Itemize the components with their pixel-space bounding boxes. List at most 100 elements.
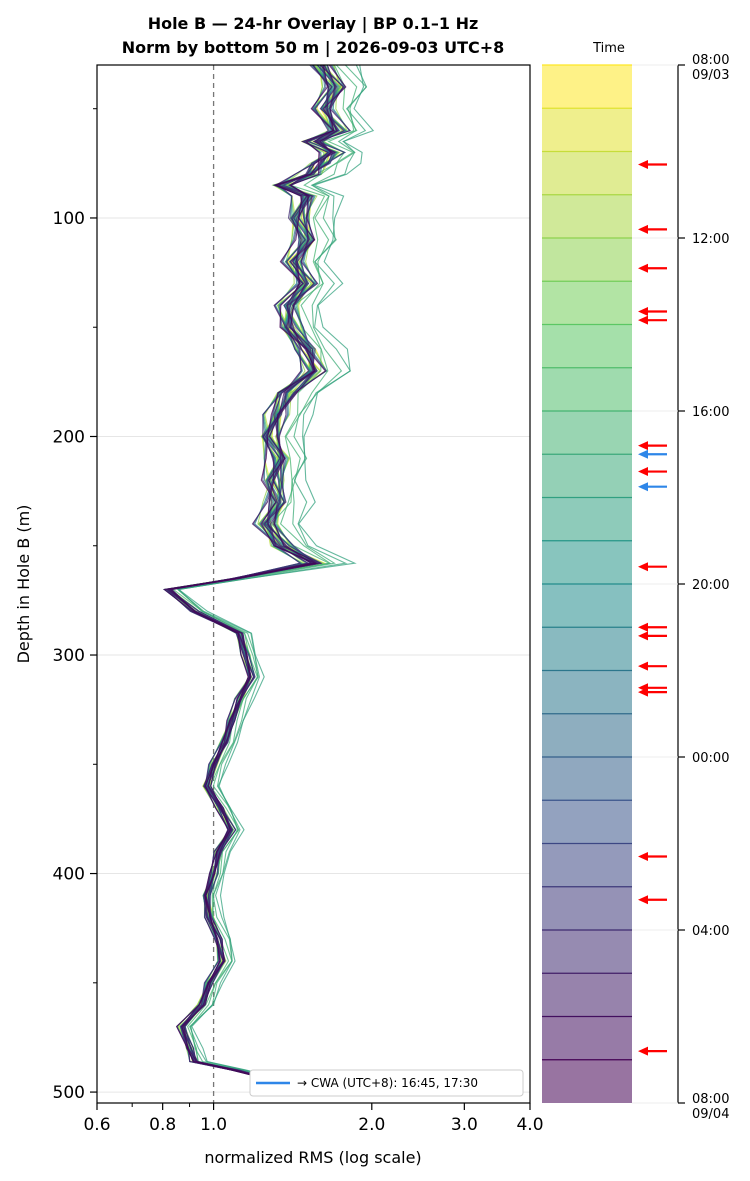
y-axis-label: Depth in Hole B (m)	[14, 505, 33, 664]
chart-title-line2: Norm by bottom 50 m | 2026-09-03 UTC+8	[122, 38, 505, 58]
y-axis-ticks: 100 200 300 400 500	[53, 108, 97, 1103]
red-event-arrow-4	[638, 315, 667, 325]
time-axis-label: Time	[592, 41, 625, 56]
profile-line-46	[169, 64, 347, 1082]
red-event-arrow-7	[638, 562, 667, 572]
blue-event-arrow-0	[638, 449, 667, 459]
red-event-arrow-9	[638, 631, 667, 641]
red-event-arrow-head	[638, 1046, 648, 1056]
profile-lines	[162, 64, 375, 1082]
y-tick-label-300: 300	[53, 646, 85, 666]
time-tick-label-1: 12:00	[692, 232, 729, 247]
blue-event-arrow-head	[638, 449, 648, 459]
time-tick-date-0: 09/03	[692, 68, 729, 83]
colorbar-band-4	[542, 238, 632, 282]
red-event-arrow-head	[638, 631, 648, 641]
colorbar-band-16	[542, 757, 632, 801]
red-event-arrow-10	[638, 661, 667, 671]
time-tick-label-2: 16:00	[692, 405, 729, 420]
colorbar-band-19	[542, 886, 632, 930]
colorbar-band-11	[542, 540, 632, 584]
red-event-arrow-2	[638, 263, 667, 273]
red-event-arrow-head	[638, 224, 648, 234]
plot-area: 0.6 0.8 1.0 2.0 3.0 4.0 100 200 300 400 500	[53, 64, 544, 1135]
colorbar-band-3	[542, 194, 632, 238]
x-tick-label-0.8: 0.8	[149, 1115, 176, 1135]
time-axis-ticks: 08:0009/0312:0016:0020:0000:0004:0008:00…	[632, 53, 729, 1122]
x-tick-label-4.0: 4.0	[516, 1115, 543, 1135]
colorbar-band-8	[542, 411, 632, 455]
x-tick-label-2.0: 2.0	[358, 1115, 385, 1135]
legend-box	[249, 1069, 524, 1097]
colorbar-band-2	[542, 151, 632, 195]
red-event-arrow-13	[638, 851, 667, 861]
colorbar-band-1	[542, 108, 632, 152]
time-tick-label-5: 04:00	[692, 924, 729, 939]
colorbar-bands	[542, 64, 632, 1103]
x-tick-label-3.0: 3.0	[451, 1115, 478, 1135]
colorbar-band-0	[542, 65, 632, 109]
colorbar-band-23	[542, 1059, 632, 1103]
time-tick-label-4: 00:00	[692, 751, 729, 766]
grid-lines	[97, 217, 530, 1093]
red-event-arrow-6	[638, 467, 667, 477]
red-event-arrow-head	[638, 467, 648, 477]
red-event-arrow-head	[638, 159, 648, 169]
colorbar-band-17	[542, 800, 632, 844]
x-axis-label: normalized RMS (log scale)	[204, 1148, 421, 1167]
red-event-arrow-head	[638, 851, 648, 861]
profile-line-18	[177, 64, 367, 1082]
time-colorbar: Time 08:0009/0312:0016:0020:0000:0004:00…	[542, 41, 729, 1122]
red-event-arrow-head	[638, 895, 648, 905]
red-event-arrow-3	[638, 307, 667, 317]
colorbar-band-18	[542, 843, 632, 887]
red-event-arrow-8	[638, 622, 667, 632]
y-tick-label-200: 200	[53, 427, 85, 447]
colorbar-band-10	[542, 497, 632, 541]
red-event-arrow-1	[638, 224, 667, 234]
profile-line-41	[165, 64, 333, 1082]
red-event-arrow-head	[638, 263, 648, 273]
red-event-arrow-12	[638, 687, 667, 697]
x-tick-label-1.0: 1.0	[200, 1115, 227, 1135]
y-tick-label-100: 100	[53, 209, 85, 229]
red-event-arrow-head	[638, 687, 648, 697]
event-markers	[638, 159, 667, 1056]
time-tick-label-6: 08:00	[692, 1092, 729, 1107]
blue-event-arrow-head	[638, 482, 648, 492]
profile-line-17	[176, 64, 358, 1082]
blue-event-arrow-1	[638, 482, 667, 492]
plot-frame	[96, 64, 531, 1104]
profile-line-19	[176, 64, 368, 1082]
colorbar-band-14	[542, 670, 632, 714]
red-event-arrow-head	[638, 562, 648, 572]
chart-title-line1: Hole B — 24-hr Overlay | BP 0.1–1 Hz	[148, 14, 479, 34]
x-tick-label-0.6: 0.6	[83, 1115, 110, 1135]
legend: → CWA (UTC+8): 16:45, 17:30	[249, 1069, 524, 1097]
time-tick-label-3: 20:00	[692, 578, 729, 593]
time-tick-date-6: 09/04	[692, 1107, 729, 1122]
profile-line-47	[163, 64, 335, 1082]
red-event-arrow-head	[638, 661, 648, 671]
red-event-arrow-head	[638, 441, 648, 451]
colorbar-band-20	[542, 930, 632, 974]
red-event-arrow-14	[638, 895, 667, 905]
red-event-arrow-head	[638, 315, 648, 325]
red-event-arrow-head	[638, 622, 648, 632]
profile-line-20	[177, 64, 375, 1082]
red-event-arrow-0	[638, 159, 667, 169]
colorbar-band-5	[542, 281, 632, 325]
colorbar-band-7	[542, 367, 632, 411]
x-axis-ticks: 0.6 0.8 1.0 2.0 3.0 4.0	[83, 1103, 544, 1135]
time-tick-label-0: 08:00	[692, 53, 729, 68]
red-event-arrow-head	[638, 307, 648, 317]
y-tick-label-400: 400	[53, 865, 85, 885]
colorbar-band-21	[542, 973, 632, 1017]
colorbar-band-22	[542, 1016, 632, 1060]
red-event-arrow-5	[638, 441, 667, 451]
legend-label: → CWA (UTC+8): 16:45, 17:30	[297, 1076, 478, 1090]
red-event-arrow-15	[638, 1046, 667, 1056]
y-tick-label-500: 500	[53, 1083, 85, 1103]
colorbar-band-12	[542, 584, 632, 628]
